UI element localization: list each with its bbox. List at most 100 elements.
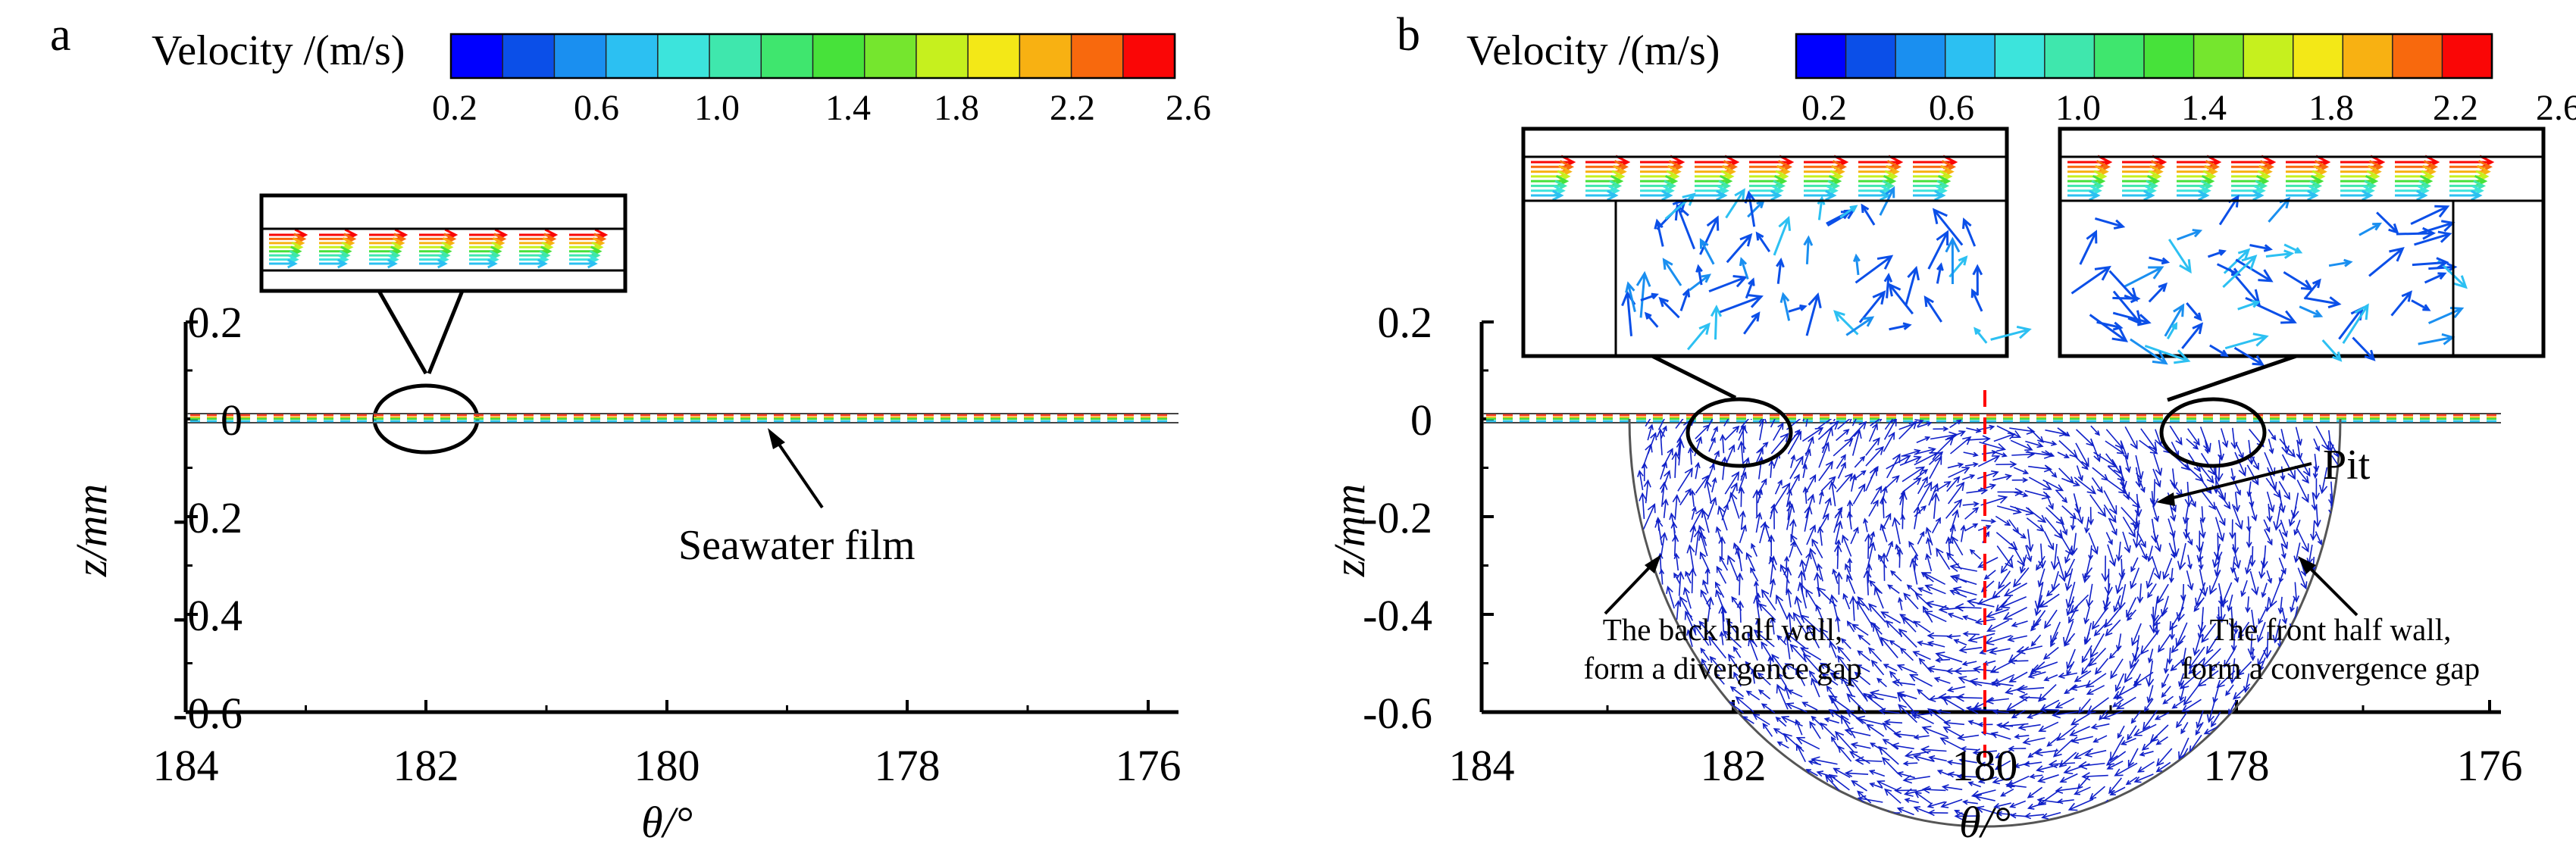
- pit-flow-vector: [2186, 570, 2194, 591]
- pit-flow-vector: [1707, 463, 1716, 482]
- pit-flow-vector: [1881, 486, 1888, 505]
- pit-flow-vector: [2045, 465, 2058, 478]
- pit-flow-vector: [2108, 645, 2121, 660]
- pit-flow-vector: [1733, 671, 1742, 687]
- pit-flow-vector: [1815, 604, 1824, 623]
- pit-flow-vector: [2233, 620, 2239, 635]
- inset-flow-vector: [1913, 170, 1953, 183]
- pit-flow-vector: [1818, 513, 1829, 530]
- pit-flow-vector: [1886, 540, 1894, 558]
- pit-flow-vector: [1933, 426, 1949, 432]
- pit-flow-vector: [1666, 585, 1675, 609]
- pit-flow-vector: [1837, 461, 1846, 479]
- pit-flow-vector: [1887, 584, 1900, 594]
- inset-flow-vector: [2395, 174, 2434, 188]
- inset-pit-vector: [1625, 281, 1636, 312]
- inset-flow-vector: [2177, 174, 2215, 188]
- pit-flow-vector: [1892, 679, 1916, 687]
- pit-flow-vector: [2115, 696, 2136, 710]
- pit-flow-vector: [2102, 710, 2124, 720]
- pit-flow-vector: [2260, 545, 2268, 569]
- pit-flow-vector: [1883, 664, 1898, 672]
- colorbar-a: [449, 33, 1176, 80]
- pit-flow-vector: [1983, 570, 1996, 580]
- pit-flow-vector: [2013, 467, 2030, 475]
- pit-flow-vector: [1985, 696, 2009, 705]
- pit-flow-vector: [1996, 425, 2022, 439]
- pit-flow-vector: [1899, 455, 1922, 466]
- colorbar-a-tick: 0.2: [432, 88, 477, 128]
- pit-flow-vector: [2108, 517, 2117, 536]
- pit-flow-vector: [2067, 798, 2094, 811]
- pit-flow-vector: [2199, 569, 2208, 597]
- pit-flow-vector: [1869, 782, 1883, 789]
- pit-flow-vector: [1977, 595, 1998, 605]
- pit-flow-vector: [1821, 426, 1833, 454]
- pit-flow-vector: [2083, 632, 2090, 645]
- pit-flow-vector: [1745, 551, 1756, 572]
- y-tick-b: -0.4: [1363, 591, 1432, 640]
- pit-flow-vector: [2180, 722, 2189, 735]
- colorbar-b-tick: 1.8: [2308, 88, 2354, 128]
- pit-flow-vector: [1755, 592, 1761, 608]
- inset-flow-vector: [1804, 170, 1844, 183]
- inset-pit-vector: [1779, 292, 1791, 321]
- pit-flow-vector: [1844, 769, 1869, 777]
- inset-flow-vector: [1913, 189, 1946, 202]
- pit-flow-vector: [2130, 557, 2139, 573]
- pit-flow-vector: [1896, 547, 1904, 568]
- pit-flow-vector: [2288, 506, 2297, 527]
- pit-flow-vector: [2280, 429, 2290, 455]
- pit-flow-vector: [2281, 607, 2288, 625]
- pit-flow-vector: [2249, 545, 2256, 567]
- pit-flow-vector: [1921, 726, 1948, 738]
- pit-flow-vector: [1947, 462, 1964, 469]
- pit-flow-vector: [1784, 555, 1789, 570]
- pit-flow-vector: [2003, 583, 2028, 597]
- colorbar-segment: [709, 33, 762, 79]
- pit-label: Pit: [2323, 442, 2371, 489]
- pit-flow-vector: [1844, 563, 1853, 581]
- colorbar-b-title: Velocity /(m/s): [1466, 27, 1720, 74]
- pit-flow-vector: [1914, 791, 1932, 805]
- pit-flow-vector: [1962, 799, 1978, 805]
- pit-flow-vector: [1758, 419, 1767, 441]
- pit-flow-vector: [1947, 686, 1966, 692]
- inset-a-callout-left: [377, 289, 428, 375]
- inset-flow-vector: [2340, 170, 2380, 183]
- inset-pit-vector: [1888, 283, 1914, 315]
- pit-flow-vector: [1659, 568, 1665, 585]
- pit-flow-vector: [2179, 670, 2202, 689]
- pit-flow-vector: [1774, 482, 1791, 508]
- pit-flow-vector: [2183, 683, 2201, 706]
- pit-flow-vector: [1779, 564, 1790, 584]
- pit-flow-vector: [1849, 595, 1858, 621]
- pit-flow-vector: [2030, 618, 2042, 632]
- pit-flow-vector: [1833, 543, 1842, 570]
- pit-flow-vector: [2152, 468, 2161, 488]
- pit-flow-vector: [1752, 714, 1770, 726]
- pit-flow-vector: [1725, 444, 1736, 465]
- pit-flow-vector: [1846, 620, 1855, 633]
- y-tick-b: -0.2: [1363, 493, 1432, 542]
- pit-flow-vector: [1770, 617, 1776, 635]
- pit-flow-vector: [2261, 583, 2268, 598]
- y-tick-b: -0.6: [1363, 689, 1432, 738]
- pit-flow-vector: [1837, 419, 1854, 430]
- pit-flow-vector: [1885, 620, 1903, 637]
- pit-flow-vector: [1962, 631, 1980, 637]
- inset-pit-vector: [2216, 263, 2242, 277]
- pit-vector-field: [1637, 419, 2340, 820]
- pit-flow-vector: [1901, 617, 1917, 633]
- pit-flow-vector: [2105, 619, 2121, 637]
- pit-flow-vector: [1701, 509, 1710, 533]
- pit-flow-vector: [1986, 608, 2009, 619]
- pit-flow-vector: [1877, 554, 1887, 569]
- pit-flow-vector: [2210, 661, 2221, 672]
- pit-flow-vector: [1789, 540, 1796, 558]
- colorbar-segment: [1994, 33, 2046, 79]
- pit-flow-vector: [1881, 512, 1892, 531]
- pit-flow-vector: [2234, 451, 2246, 477]
- pit-flow-vector: [1967, 781, 1982, 788]
- pit-flow-vector: [2146, 567, 2155, 589]
